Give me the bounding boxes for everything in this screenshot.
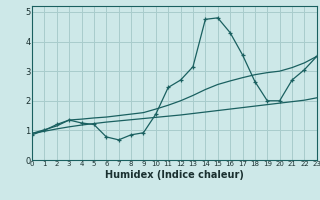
X-axis label: Humidex (Indice chaleur): Humidex (Indice chaleur) [105, 170, 244, 180]
